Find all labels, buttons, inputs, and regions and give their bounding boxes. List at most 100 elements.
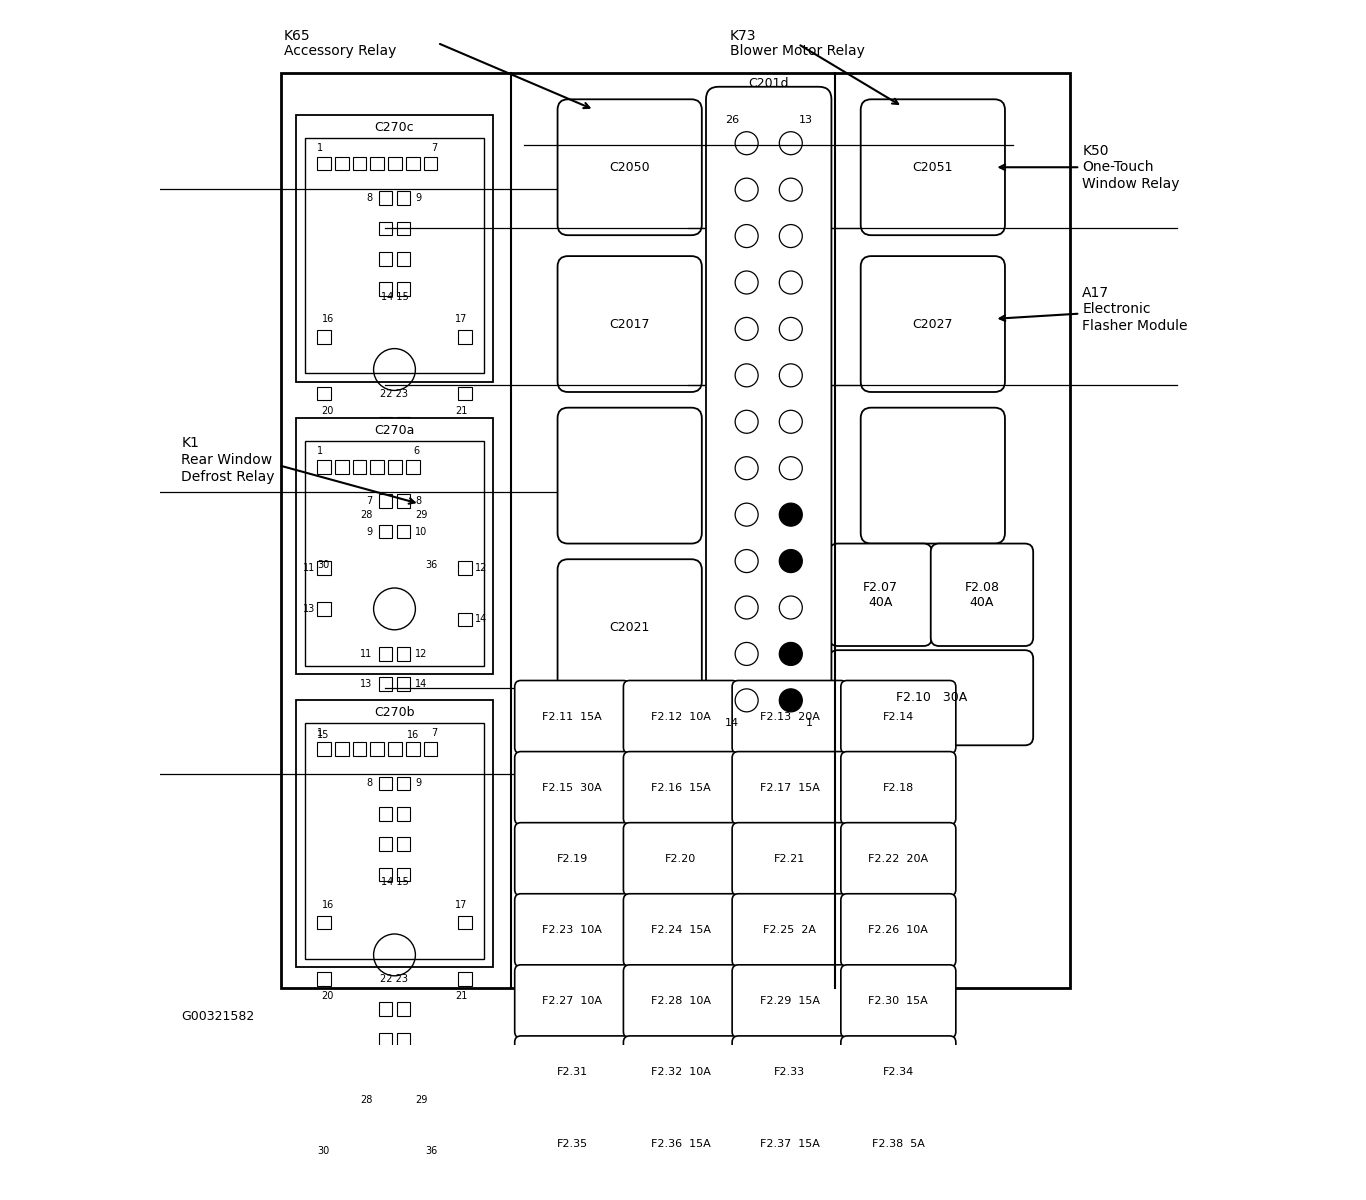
Text: 22 23: 22 23 — [381, 974, 408, 984]
Text: 36: 36 — [425, 560, 437, 570]
Text: F2.17  15A: F2.17 15A — [759, 784, 820, 793]
Bar — [396, 252, 410, 265]
Bar — [352, 712, 366, 726]
Bar — [396, 1093, 410, 1106]
FancyBboxPatch shape — [623, 965, 739, 1038]
Bar — [296, 701, 493, 967]
Text: 9: 9 — [415, 779, 422, 788]
Text: 13: 13 — [799, 115, 813, 125]
Text: 21: 21 — [455, 991, 467, 1001]
Text: K50: K50 — [1082, 144, 1109, 157]
FancyBboxPatch shape — [557, 408, 702, 544]
Bar — [317, 742, 331, 756]
Text: F2.25  2A: F2.25 2A — [764, 925, 816, 935]
Text: C2021: C2021 — [609, 620, 650, 634]
Bar — [378, 524, 392, 539]
FancyBboxPatch shape — [841, 751, 956, 824]
Bar — [378, 1063, 392, 1076]
Text: 8: 8 — [366, 779, 373, 788]
FancyBboxPatch shape — [829, 650, 1033, 745]
FancyBboxPatch shape — [623, 823, 739, 896]
FancyBboxPatch shape — [861, 408, 1005, 544]
Bar — [317, 562, 331, 575]
Text: F2.38  5A: F2.38 5A — [872, 1139, 925, 1148]
Text: F2.34: F2.34 — [882, 1068, 914, 1078]
Text: 16: 16 — [321, 314, 333, 324]
Text: C270b: C270b — [374, 707, 415, 720]
Text: F2.08
40A: F2.08 40A — [964, 581, 1000, 608]
Bar — [378, 478, 392, 491]
Text: Blower Motor Relay: Blower Motor Relay — [729, 44, 865, 59]
Bar — [396, 776, 410, 791]
Bar — [335, 1128, 348, 1141]
Bar — [378, 508, 392, 522]
Text: 14 15: 14 15 — [381, 292, 408, 302]
Text: 14: 14 — [725, 719, 739, 728]
Text: F2.37  15A: F2.37 15A — [759, 1139, 820, 1148]
Text: 28: 28 — [361, 1096, 373, 1105]
Text: F2.36  15A: F2.36 15A — [652, 1139, 710, 1148]
Bar — [378, 418, 392, 431]
Text: C270a: C270a — [374, 424, 415, 437]
Bar — [396, 838, 410, 851]
Bar — [378, 252, 392, 265]
Bar — [396, 524, 410, 539]
Text: 9: 9 — [366, 527, 373, 536]
FancyBboxPatch shape — [841, 894, 956, 967]
Bar — [305, 724, 485, 959]
Bar — [406, 712, 419, 726]
Bar — [458, 612, 471, 626]
Text: Window Relay: Window Relay — [1082, 176, 1180, 191]
FancyBboxPatch shape — [841, 1178, 956, 1200]
Text: F2.35: F2.35 — [556, 1139, 587, 1148]
Bar — [378, 1033, 392, 1046]
Text: C2051: C2051 — [912, 161, 953, 174]
Text: F2.20: F2.20 — [665, 854, 697, 864]
FancyBboxPatch shape — [515, 823, 630, 896]
Text: 30: 30 — [317, 560, 329, 570]
Bar — [317, 460, 331, 474]
Text: 20: 20 — [321, 406, 333, 415]
FancyBboxPatch shape — [557, 559, 702, 695]
Text: A17: A17 — [1082, 286, 1109, 300]
Bar — [388, 460, 402, 474]
Bar — [370, 742, 384, 756]
Bar — [406, 157, 419, 170]
FancyBboxPatch shape — [623, 680, 739, 754]
Bar — [406, 542, 419, 556]
Bar — [396, 677, 410, 691]
Text: 17: 17 — [455, 314, 467, 324]
Text: F2.10   30A: F2.10 30A — [896, 691, 967, 704]
Text: 1: 1 — [317, 728, 324, 738]
Bar — [317, 972, 331, 985]
Text: Rear Window: Rear Window — [182, 452, 272, 467]
Bar — [352, 542, 366, 556]
Text: 29: 29 — [415, 1096, 428, 1105]
Text: 8: 8 — [415, 497, 422, 506]
Bar — [352, 460, 366, 474]
Text: F2.11  15A: F2.11 15A — [542, 712, 602, 722]
Bar — [396, 478, 410, 491]
Text: 7: 7 — [432, 143, 437, 152]
Text: 29: 29 — [415, 510, 428, 520]
Bar — [396, 418, 410, 431]
FancyBboxPatch shape — [841, 823, 956, 896]
Text: F2.30  15A: F2.30 15A — [869, 996, 929, 1007]
Text: 30: 30 — [317, 1146, 329, 1156]
Bar — [378, 1093, 392, 1106]
Text: 1: 1 — [317, 445, 324, 456]
FancyBboxPatch shape — [706, 86, 832, 755]
Bar — [280, 73, 1070, 988]
Text: F2.16  15A: F2.16 15A — [652, 784, 710, 793]
Bar — [370, 542, 384, 556]
Text: F2.31: F2.31 — [556, 1068, 587, 1078]
Bar — [423, 742, 437, 756]
Text: 11: 11 — [303, 563, 316, 574]
FancyBboxPatch shape — [515, 680, 630, 754]
Text: F2.19: F2.19 — [556, 854, 587, 864]
Text: F2.33: F2.33 — [775, 1068, 805, 1078]
Bar — [378, 677, 392, 691]
Text: 21: 21 — [455, 406, 467, 415]
Bar — [378, 282, 392, 296]
Bar — [305, 442, 485, 666]
